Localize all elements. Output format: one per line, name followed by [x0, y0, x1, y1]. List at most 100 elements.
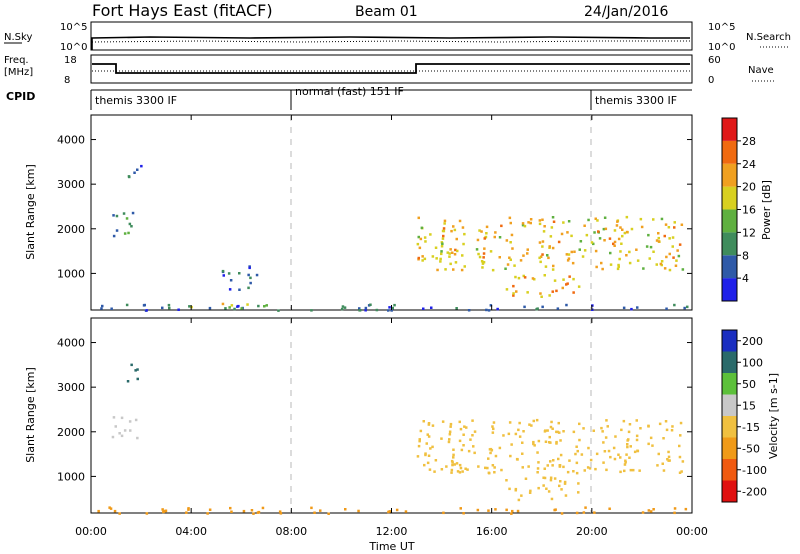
velocity-cell [473, 430, 477, 433]
power-cell [538, 256, 541, 260]
power-heatmap [100, 164, 689, 312]
velocity-cell [451, 461, 454, 464]
power-cell [449, 262, 452, 266]
power-cell [482, 252, 486, 255]
velocity-cell [543, 476, 547, 480]
power-cell [228, 288, 232, 291]
velocity-cell [578, 438, 581, 442]
velocity-cell [114, 425, 117, 428]
power-cell [238, 272, 241, 275]
velocity-cell [592, 429, 595, 432]
velocity-cell [278, 510, 282, 513]
velocity-cell [427, 422, 431, 425]
power-cell [136, 168, 139, 171]
velocity-cell [635, 419, 638, 422]
power-cell [591, 304, 594, 307]
power-cell [478, 255, 482, 259]
velocity-cell [537, 439, 541, 443]
velocity-cell [633, 450, 637, 454]
velocity-cell [619, 456, 622, 459]
power-cell [539, 255, 543, 258]
velocity-cell [447, 440, 451, 444]
velocity-cell [605, 468, 608, 472]
velocity-cell [626, 443, 629, 446]
power-cell [652, 250, 655, 253]
power-cell [657, 232, 660, 235]
power-cell [548, 246, 551, 249]
power-cell [636, 306, 639, 309]
power-cell [240, 307, 243, 310]
velocity-cell [549, 478, 553, 482]
velocity-cell [471, 419, 474, 422]
power-cell [140, 164, 143, 168]
power-cell [341, 305, 345, 308]
power-cell [508, 216, 512, 220]
velocity-colorbar-cell [722, 459, 737, 481]
velocity-cell [537, 486, 540, 490]
velocity-cell [429, 447, 432, 450]
power-cell [630, 307, 633, 311]
power-cell [509, 258, 512, 261]
velocity-cell [667, 450, 670, 454]
velocity-cell [510, 512, 513, 515]
power-cell [491, 268, 495, 272]
velocity-cell [671, 425, 674, 428]
velocity-colorbar-cell [722, 373, 737, 395]
power-cell [130, 225, 133, 228]
power-cell [442, 229, 446, 233]
velocity-cell [136, 377, 139, 381]
time-axis-label: Time UT [368, 540, 414, 553]
velocity-cell [623, 469, 626, 473]
power-cell [577, 285, 581, 288]
power-cell [596, 219, 599, 222]
power-cell [508, 256, 511, 259]
power-cell [463, 232, 466, 236]
velocity-cell [602, 441, 605, 444]
velocity-cell [536, 451, 539, 454]
power-cell [673, 303, 676, 307]
velocity-cell [551, 464, 554, 467]
power-cell [549, 235, 553, 238]
velocity-cell [609, 455, 612, 459]
velocity-cell [427, 435, 431, 438]
velocity-cell [492, 421, 496, 424]
velocity-cell [473, 451, 476, 455]
velocity-cell [582, 427, 585, 430]
power-cell [387, 309, 390, 312]
velocity-cell [487, 457, 490, 460]
velocity-cell [472, 445, 475, 448]
power-cell [460, 268, 464, 272]
power-cell [594, 249, 598, 253]
velocity-cell [440, 437, 443, 440]
power-cell [145, 309, 148, 312]
velocity-cell [257, 510, 261, 514]
velocity-cell [548, 435, 551, 439]
velocity-cell [614, 435, 617, 438]
velocity-cell [452, 456, 455, 459]
power-cell [583, 249, 587, 252]
velocity-cell [319, 509, 322, 512]
power-cell [483, 247, 486, 250]
velocity-cell [448, 430, 452, 433]
power-cell [481, 266, 484, 269]
power-cell [462, 242, 465, 246]
power-cell [247, 286, 250, 290]
velocity-cell [426, 433, 429, 436]
power-cell [628, 261, 632, 265]
velocity-cell [493, 466, 496, 469]
velocity-cell [466, 468, 469, 471]
power-cell [485, 232, 488, 235]
power-cell [456, 249, 459, 253]
velocity-cell [136, 368, 139, 371]
velocity-cell [668, 459, 671, 462]
power-cell [112, 214, 115, 217]
velocity-cell [450, 459, 454, 463]
power-cell [448, 252, 451, 255]
velocity-cell [600, 426, 603, 430]
power-cell [664, 223, 668, 226]
power-cell [526, 248, 529, 251]
power-cell [555, 289, 558, 293]
cpid-row: CPID themis 3300 IF normal (fast) 151 IF… [6, 85, 692, 110]
velocity-cell [427, 454, 431, 457]
station-title: Fort Hays East (fitACF) [92, 1, 273, 20]
